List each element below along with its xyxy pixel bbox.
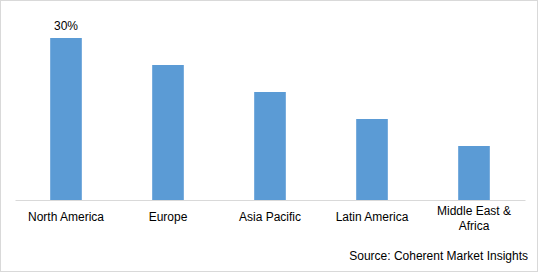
chart: North America Europe Asia Pacific Latin Ame… bbox=[0, 0, 538, 272]
bar bbox=[152, 65, 184, 200]
bar bbox=[50, 38, 82, 200]
x-tick-label: Asia Pacific bbox=[239, 210, 301, 224]
x-tick-label: Latin America bbox=[336, 210, 409, 224]
bar bbox=[458, 146, 490, 200]
x-tick: Latin America bbox=[336, 200, 409, 224]
data-labels: 30% bbox=[54, 19, 78, 33]
bars bbox=[50, 38, 490, 200]
x-tick: North America bbox=[28, 200, 104, 224]
x-tick: Middle East &Africa bbox=[437, 200, 511, 233]
source: Source: Coherent Market Insights bbox=[349, 249, 528, 263]
x-tick: Europe bbox=[149, 200, 188, 224]
bar bbox=[356, 119, 388, 200]
x-axis: North America Europe Asia Pacific Latin Ame… bbox=[16, 200, 526, 233]
x-tick: Asia Pacific bbox=[239, 200, 301, 224]
x-tick-label: Middle East &Africa bbox=[437, 204, 511, 233]
x-tick-label: North America bbox=[28, 210, 104, 224]
data-label: 30% bbox=[54, 19, 78, 33]
x-tick-label-line: Middle East & bbox=[437, 204, 511, 218]
plot: North America Europe Asia Pacific Latin Ame… bbox=[16, 19, 526, 233]
x-tick-label-line: Africa bbox=[459, 219, 490, 233]
bar bbox=[254, 92, 286, 200]
x-axis-line bbox=[16, 200, 526, 201]
chart-frame bbox=[1, 1, 538, 272]
x-tick-label: Europe bbox=[149, 210, 188, 224]
